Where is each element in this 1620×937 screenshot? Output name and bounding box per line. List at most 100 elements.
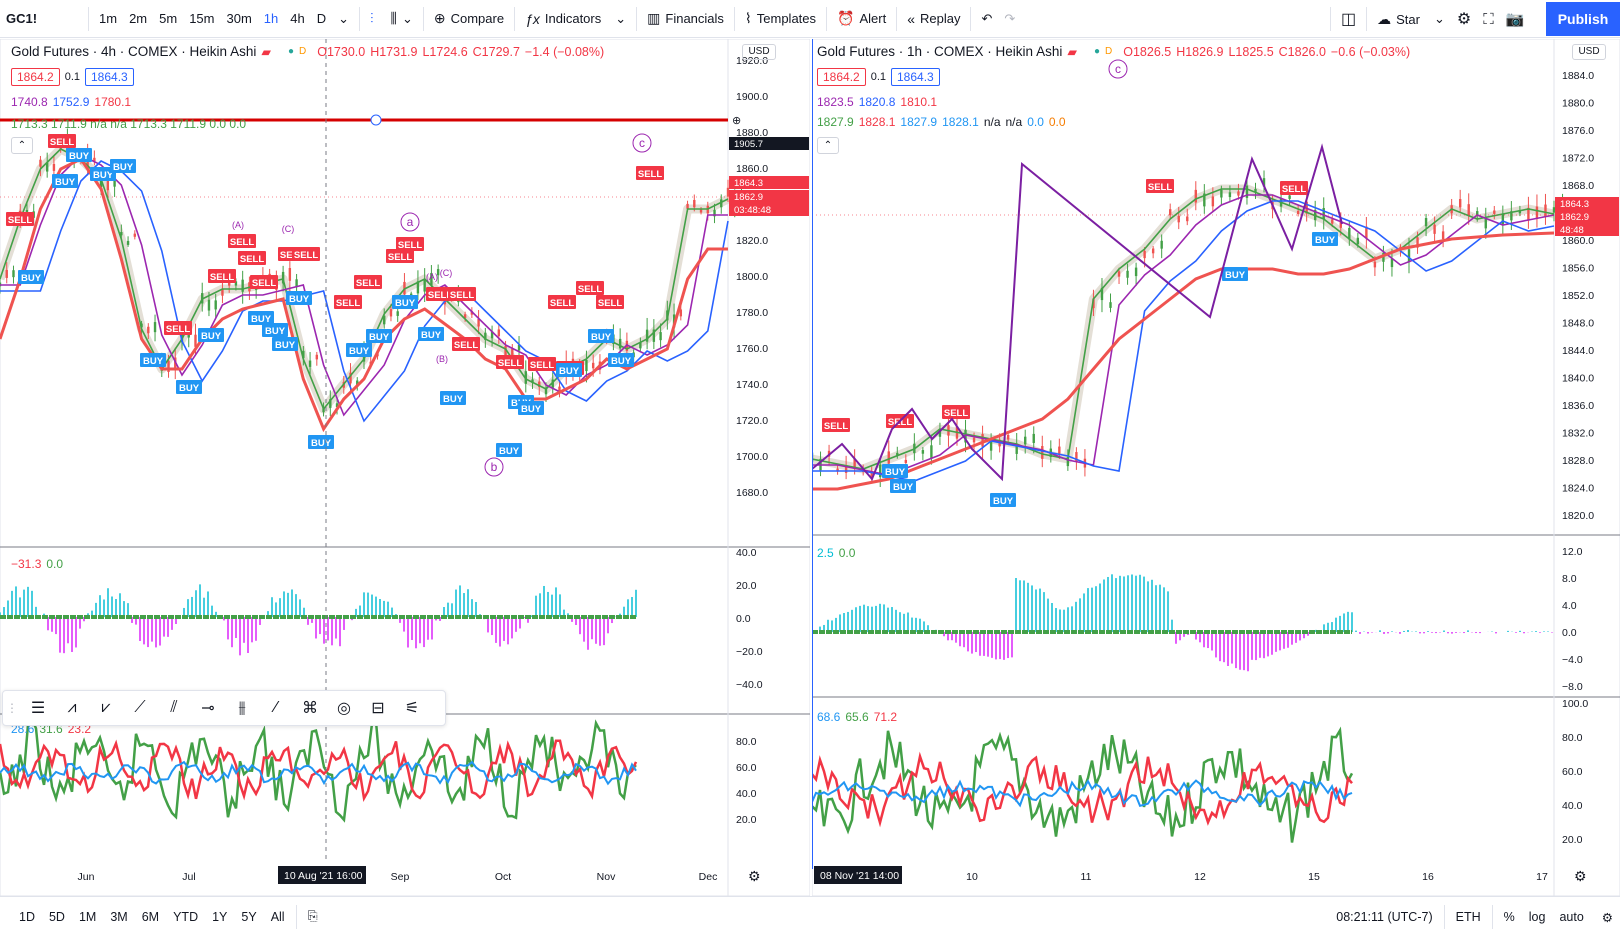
- left-chart[interactable]: 1920.01900.01880.01860.01840.01820.01800…: [0, 39, 810, 896]
- range-1y[interactable]: 1Y: [212, 909, 228, 924]
- range-3m[interactable]: 3M: [110, 909, 128, 924]
- percent-toggle[interactable]: %: [1503, 910, 1515, 924]
- elliott-wave-tool[interactable]: ⩗: [89, 691, 123, 725]
- trend-line-tool[interactable]: ⟋: [123, 691, 157, 725]
- signal-label: SELL: [578, 284, 602, 295]
- signal-label: SELL: [294, 250, 318, 261]
- rsi-axis-label: 80.0: [1562, 732, 1583, 744]
- session-button[interactable]: ETH: [1455, 910, 1481, 924]
- interval-1h[interactable]: 1h: [263, 11, 279, 26]
- signal-label: SELL: [356, 278, 380, 289]
- candle-body: [133, 233, 137, 237]
- range-1m[interactable]: 1M: [78, 909, 97, 924]
- undo-button[interactable]: ↶: [975, 0, 998, 38]
- interval-15m[interactable]: 15m: [189, 11, 215, 26]
- wave-label-circle: [484, 457, 504, 477]
- price-axis-label: 1820.0: [736, 235, 768, 247]
- candle-body: [241, 279, 244, 292]
- interval-30m[interactable]: 30m: [226, 11, 252, 26]
- right-collapse-button[interactable]: ⌃: [817, 137, 839, 154]
- candle-body: [930, 445, 933, 458]
- scale-settings-button[interactable]: ⚙: [1595, 910, 1620, 925]
- interval-5m[interactable]: 5m: [159, 11, 178, 26]
- left-bid-tag[interactable]: 1864.2: [11, 68, 60, 86]
- candle-body: [1501, 214, 1505, 224]
- alert-button[interactable]: ⏰ Alert: [837, 10, 887, 26]
- gann-icon: ◎: [337, 700, 351, 717]
- candle-body: [652, 329, 656, 342]
- fib-fan-tool[interactable]: ⫽: [157, 691, 191, 725]
- replay-button[interactable]: «Replay: [907, 10, 961, 27]
- interval-d[interactable]: D: [316, 11, 327, 26]
- sell-signal: [396, 237, 424, 251]
- price-axis-label: 1824.0: [1562, 483, 1594, 495]
- pattern-tool[interactable]: ⌘: [293, 691, 327, 725]
- signal-label: BUY: [201, 331, 222, 342]
- redo-button[interactable]: ↷: [998, 0, 1021, 38]
- publish-button[interactable]: Publish: [1546, 2, 1620, 36]
- range-1d[interactable]: 1D: [19, 909, 35, 924]
- left-ohlc-change: −1.4 (−0.08%): [524, 44, 605, 59]
- candle-body: [1066, 457, 1070, 467]
- chart-background: [812, 39, 1620, 896]
- star-button[interactable]: ☁ Star ⌄: [1377, 10, 1445, 27]
- layout-button[interactable]: ◫: [1335, 0, 1362, 38]
- candle-body: [1484, 216, 1487, 229]
- interval-4h[interactable]: 4h: [290, 11, 305, 26]
- candle-body: [1194, 189, 1197, 203]
- range-5d[interactable]: 5D: [48, 909, 65, 924]
- compare-button[interactable]: ⊕ Compare: [433, 10, 505, 26]
- left-currency-button[interactable]: USD: [742, 44, 776, 60]
- range-5y[interactable]: 5Y: [241, 909, 257, 924]
- symbol-search[interactable]: GC1!: [6, 11, 38, 26]
- candle-body: [989, 440, 993, 451]
- horizontal-lines-tool[interactable]: ☰: [21, 691, 55, 725]
- settings-button[interactable]: ⚙: [1451, 0, 1477, 38]
- abc-pattern-tool[interactable]: ⩘: [55, 691, 89, 725]
- settings-tool[interactable]: ⚟: [395, 691, 429, 725]
- fullscreen-button[interactable]: ⛶: [1477, 0, 1500, 38]
- templates-button[interactable]: ⌇ Templates: [744, 10, 817, 26]
- right-bid-tag[interactable]: 1864.2: [817, 68, 866, 86]
- range-ytd[interactable]: YTD: [173, 909, 199, 924]
- fib-retracement-tool[interactable]: ⫵: [225, 691, 259, 725]
- wave-label: c: [1115, 62, 1121, 76]
- candle-body: [726, 187, 730, 197]
- right-chart-title[interactable]: Gold Futures · 1h · COMEX · Heikin Ashi: [817, 44, 1063, 59]
- signal-label: SELL: [824, 421, 848, 432]
- log-toggle[interactable]: log: [1528, 910, 1546, 924]
- range-all[interactable]: All: [270, 909, 285, 924]
- chart-type-button[interactable]: ⫼ ⌄: [385, 0, 419, 38]
- buy-signal: [588, 329, 614, 343]
- snapshot-button[interactable]: 📷: [1500, 0, 1531, 38]
- right-chart[interactable]: 1884.01880.01876.01872.01868.01864.01860…: [812, 39, 1620, 896]
- gann-tool[interactable]: ◎: [327, 691, 361, 725]
- candle-body: [1237, 191, 1240, 196]
- drag-handle-icon[interactable]: ⋮: [6, 701, 18, 715]
- horizontal-ray-icon: ⊸: [201, 700, 215, 717]
- channel-tool[interactable]: ⊟: [361, 691, 395, 725]
- interval-dropdown[interactable]: ⌄: [332, 0, 355, 38]
- auto-toggle[interactable]: auto: [1559, 910, 1584, 924]
- buy-signal: [18, 270, 44, 284]
- indicators-button[interactable]: ƒx Indicators ⌄: [525, 10, 627, 27]
- ray-tool[interactable]: ⁄: [259, 691, 293, 725]
- left-ask-tag[interactable]: 1864.3: [85, 68, 134, 86]
- goto-date-button[interactable]: ⎘: [301, 909, 325, 924]
- clock-time[interactable]: 08:21:11 (UTC-7): [1336, 910, 1433, 924]
- left-chart-title[interactable]: Gold Futures · 4h · COMEX · Heikin Ashi: [11, 44, 257, 59]
- bar-chart-icon: ▥: [647, 10, 661, 26]
- interval-2m[interactable]: 2m: [129, 11, 148, 26]
- range-6m[interactable]: 6M: [141, 909, 160, 924]
- left-collapse-button[interactable]: ⌃: [11, 137, 33, 154]
- horizontal-ray-tool[interactable]: ⊸: [191, 691, 225, 725]
- right-currency-button[interactable]: USD: [1572, 44, 1606, 60]
- bar-style-button[interactable]: ⫶: [364, 0, 385, 38]
- candle-body: [207, 299, 211, 311]
- price-axis-label: 1852.0: [1562, 290, 1594, 302]
- candle-body: [1245, 185, 1249, 198]
- right-ask-tag[interactable]: 1864.3: [891, 68, 940, 86]
- axis-price-tag-bg: [729, 203, 809, 216]
- financials-button[interactable]: ▥ Financials: [647, 10, 724, 26]
- interval-1m[interactable]: 1m: [99, 11, 118, 26]
